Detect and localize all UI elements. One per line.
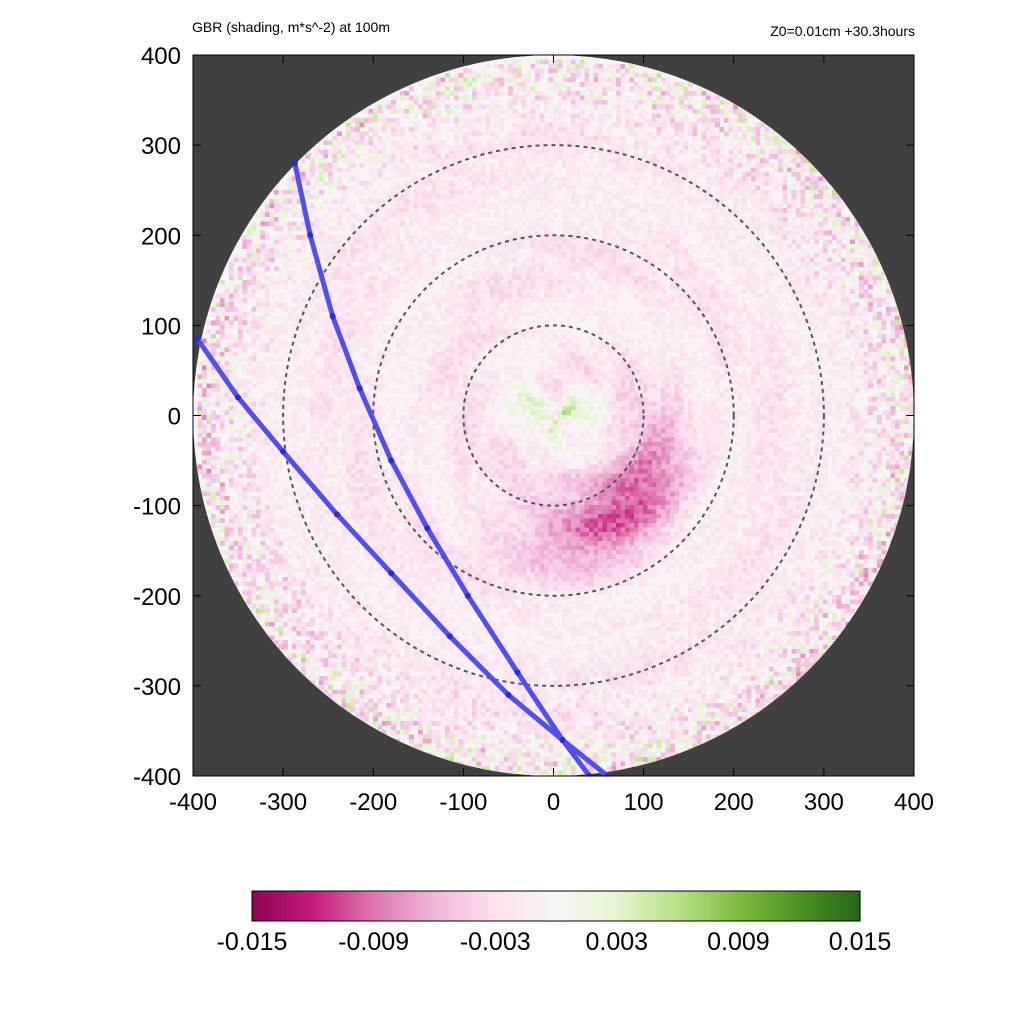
track-point <box>559 736 566 743</box>
colorbar-tick-label: -0.015 <box>217 928 288 956</box>
y-tick-label: 100 <box>141 313 181 340</box>
colorbar-tick-label: 0.015 <box>829 928 892 956</box>
x-tick-label: 200 <box>714 789 754 816</box>
track-point <box>464 592 471 599</box>
colorbar-bar <box>251 890 861 922</box>
track-point <box>235 394 242 401</box>
x-tick-label: 100 <box>624 789 664 816</box>
track-point <box>334 511 341 518</box>
track-point <box>424 525 431 532</box>
heatmap-disk <box>193 55 914 776</box>
track-point <box>329 313 336 320</box>
track-point <box>194 335 201 342</box>
radius-circle-200 <box>372 234 735 597</box>
y-tick-label: -100 <box>133 494 181 521</box>
colorbar-tick-label: 0.003 <box>586 928 649 956</box>
colorbar-tick-label: 0.009 <box>707 928 770 956</box>
x-tick-label: -100 <box>439 789 487 816</box>
track-point <box>307 232 314 239</box>
track-line-1 <box>292 160 592 776</box>
heatmap-field <box>197 59 914 776</box>
track-point <box>388 457 395 464</box>
radius-circles <box>282 144 825 687</box>
track-point <box>356 385 363 392</box>
track-point <box>446 633 453 640</box>
y-tick-label: 200 <box>141 223 181 250</box>
x-tick-label: -300 <box>259 789 307 816</box>
x-tick-label: 0 <box>547 789 560 816</box>
y-tick-label: 0 <box>168 404 181 431</box>
radius-circle-100 <box>462 324 645 507</box>
track-point <box>586 773 593 776</box>
y-axis: 400 300 200 100 0 -100 -200 -300 -400 <box>133 43 914 791</box>
y-tick-label: -300 <box>133 674 181 701</box>
radius-circle-300 <box>282 144 825 687</box>
x-tick-label: -200 <box>349 789 397 816</box>
colorbar-ticks: -0.015 -0.009 -0.003 0.003 0.009 0.015 <box>217 928 892 956</box>
y-tick-label: -400 <box>133 764 181 791</box>
track-point <box>291 160 298 167</box>
chart-title: GBR (shading, m*s^-2) at 100m <box>192 19 390 35</box>
x-tick-label: 300 <box>804 789 844 816</box>
x-tick-label: -400 <box>169 789 217 816</box>
x-tick-label: 400 <box>894 789 934 816</box>
track-point <box>505 691 512 698</box>
track-point <box>514 669 521 676</box>
y-tick-label: -200 <box>133 584 181 611</box>
y-tick-label: 300 <box>141 133 181 160</box>
colorbar-tick-label: -0.003 <box>460 928 531 956</box>
x-axis: -400 -300 -200 -100 0 100 200 300 400 <box>169 55 934 816</box>
colorbar-tick-label: -0.009 <box>338 928 409 956</box>
y-tick-label: 400 <box>141 43 181 70</box>
run-annotation: Z0=0.01cm +30.3hours <box>770 23 915 39</box>
track-point <box>604 773 611 776</box>
colorbar: -0.015 -0.009 -0.003 0.003 0.009 0.015 <box>217 890 892 956</box>
tracks <box>194 160 611 776</box>
track-point <box>388 570 395 577</box>
track-point <box>280 448 287 455</box>
